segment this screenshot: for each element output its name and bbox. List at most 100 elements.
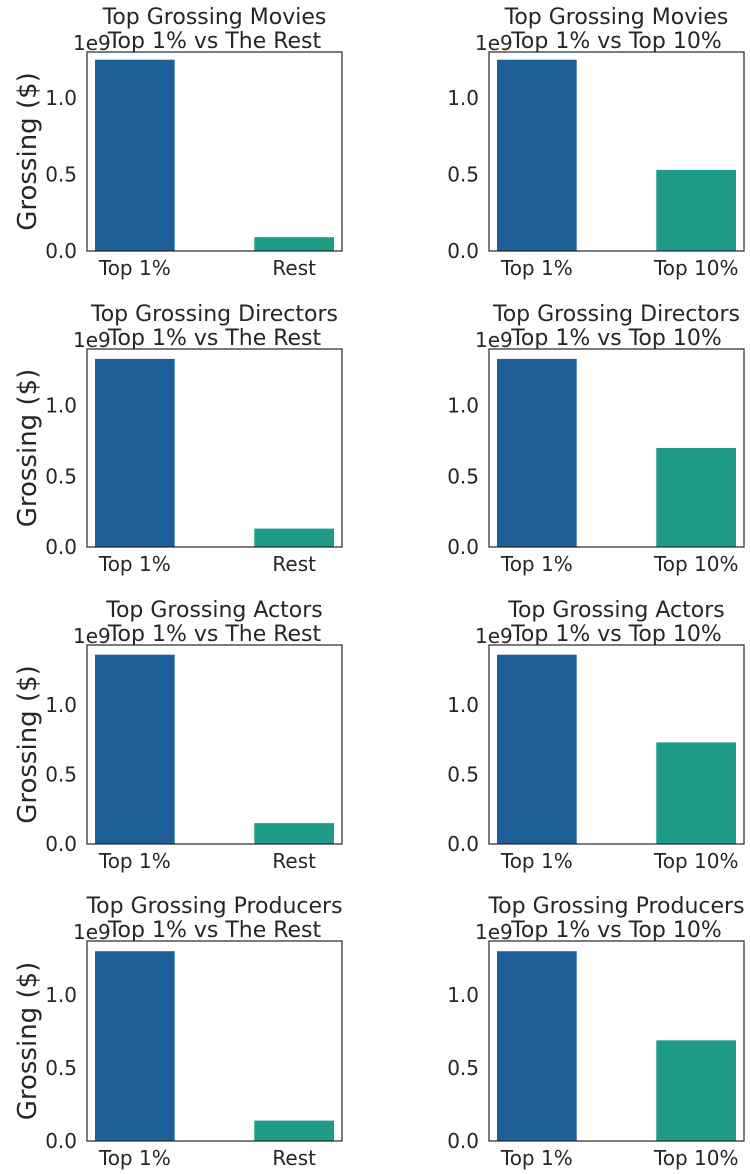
bar-rest: [254, 1120, 334, 1141]
bar-top-10-: [656, 742, 736, 844]
y-tick-label: 0.0: [447, 535, 479, 559]
axes-frame: [488, 644, 745, 845]
offset-label: 1e9: [475, 328, 513, 352]
bar-top-1-: [95, 654, 175, 844]
y-tick-label: 0.0: [447, 1129, 479, 1153]
axes-frame: [86, 51, 343, 252]
x-tick-label: Top 10%: [653, 256, 739, 280]
bar-top-1-: [497, 59, 577, 252]
subplot-subtitle: Top 1% vs Top 10%: [510, 918, 722, 943]
bar-top-1-: [95, 59, 175, 252]
offset-label: 1e9: [475, 31, 513, 55]
y-axis-label: Grossing ($): [13, 72, 43, 231]
subplot-title: Top Grossing Actors: [105, 598, 322, 623]
y-tick-label: 0.5: [45, 1056, 77, 1080]
bar-top-1-: [95, 358, 175, 547]
offset-label: 1e9: [475, 624, 513, 648]
axes-frame: [86, 644, 343, 845]
subplot-subtitle: Top 1% vs The Rest: [107, 622, 322, 647]
x-tick-label: Top 1%: [98, 552, 171, 576]
bar-rest: [254, 237, 334, 251]
y-tick-label: 0.5: [447, 762, 479, 786]
x-tick-label: Top 1%: [98, 849, 171, 873]
x-tick-label: Rest: [272, 849, 316, 873]
y-tick-label: 1.0: [45, 983, 77, 1007]
y-tick-label: 0.5: [447, 464, 479, 488]
bar-top-1-: [497, 358, 577, 547]
x-tick-label: Top 1%: [500, 552, 573, 576]
x-tick-label: Top 10%: [653, 849, 739, 873]
y-tick-label: 1.0: [447, 983, 479, 1007]
y-tick-label: 0.5: [447, 1056, 479, 1080]
subplot-subtitle: Top 1% vs Top 10%: [510, 326, 722, 351]
x-tick-label: Top 1%: [98, 256, 171, 280]
offset-label: 1e9: [73, 624, 111, 648]
axes-frame: [488, 348, 745, 548]
subplot-title: Top Grossing Producers: [85, 894, 342, 919]
x-tick-label: Top 10%: [653, 1146, 739, 1170]
y-tick-label: 1.0: [447, 394, 479, 418]
y-tick-label: 1.0: [45, 394, 77, 418]
subplot-subtitle: Top 1% vs The Rest: [107, 29, 322, 54]
x-tick-label: Top 1%: [500, 849, 573, 873]
x-tick-label: Top 1%: [98, 1146, 171, 1170]
y-tick-label: 0.0: [447, 832, 479, 856]
x-tick-label: Rest: [272, 256, 316, 280]
y-tick-label: 0.0: [45, 535, 77, 559]
subplot-title: Top Grossing Producers: [487, 894, 744, 919]
y-tick-label: 1.0: [447, 86, 479, 110]
y-tick-label: 0.0: [45, 1129, 77, 1153]
subplot-subtitle: Top 1% vs Top 10%: [510, 29, 722, 54]
x-tick-label: Rest: [272, 1146, 316, 1170]
y-tick-label: 0.0: [447, 239, 479, 263]
y-tick-label: 0.5: [45, 163, 77, 187]
y-axis-label: Grossing ($): [13, 962, 43, 1121]
y-tick-label: 0.5: [45, 464, 77, 488]
subplot-title: Top Grossing Directors: [90, 302, 338, 327]
y-tick-label: 0.0: [45, 832, 77, 856]
bar-top-10-: [656, 1040, 736, 1141]
bar-top-1-: [497, 654, 577, 844]
offset-label: 1e9: [73, 31, 111, 55]
bar-top-1-: [497, 951, 577, 1141]
axes-frame: [488, 940, 745, 1142]
y-tick-label: 1.0: [45, 86, 77, 110]
subplot-title: Top Grossing Actors: [507, 598, 724, 623]
x-tick-label: Rest: [272, 552, 316, 576]
y-axis-label: Grossing ($): [13, 369, 43, 528]
offset-label: 1e9: [73, 920, 111, 944]
y-tick-label: 1.0: [45, 693, 77, 717]
subplot-subtitle: Top 1% vs The Rest: [107, 326, 322, 351]
axes-frame: [488, 51, 745, 252]
bar-top-10-: [656, 448, 736, 547]
y-axis-label: Grossing ($): [13, 665, 43, 824]
subplot-title: Top Grossing Directors: [492, 302, 740, 327]
bar-top-1-: [95, 951, 175, 1141]
y-tick-label: 0.5: [45, 762, 77, 786]
x-tick-label: Top 10%: [653, 552, 739, 576]
bar-rest: [254, 823, 334, 844]
y-tick-label: 0.0: [45, 239, 77, 263]
subplot-subtitle: Top 1% vs Top 10%: [510, 622, 722, 647]
bar-top-10-: [656, 169, 736, 251]
bar-rest: [254, 528, 334, 547]
axes-frame: [86, 940, 343, 1142]
offset-label: 1e9: [475, 920, 513, 944]
axes-frame: [86, 348, 343, 548]
offset-label: 1e9: [73, 328, 111, 352]
subplot-title: Top Grossing Movies: [504, 5, 729, 30]
subplot-title: Top Grossing Movies: [102, 5, 327, 30]
y-tick-label: 1.0: [447, 693, 479, 717]
x-tick-label: Top 1%: [500, 256, 573, 280]
y-tick-label: 0.5: [447, 163, 479, 187]
x-tick-label: Top 1%: [500, 1146, 573, 1170]
